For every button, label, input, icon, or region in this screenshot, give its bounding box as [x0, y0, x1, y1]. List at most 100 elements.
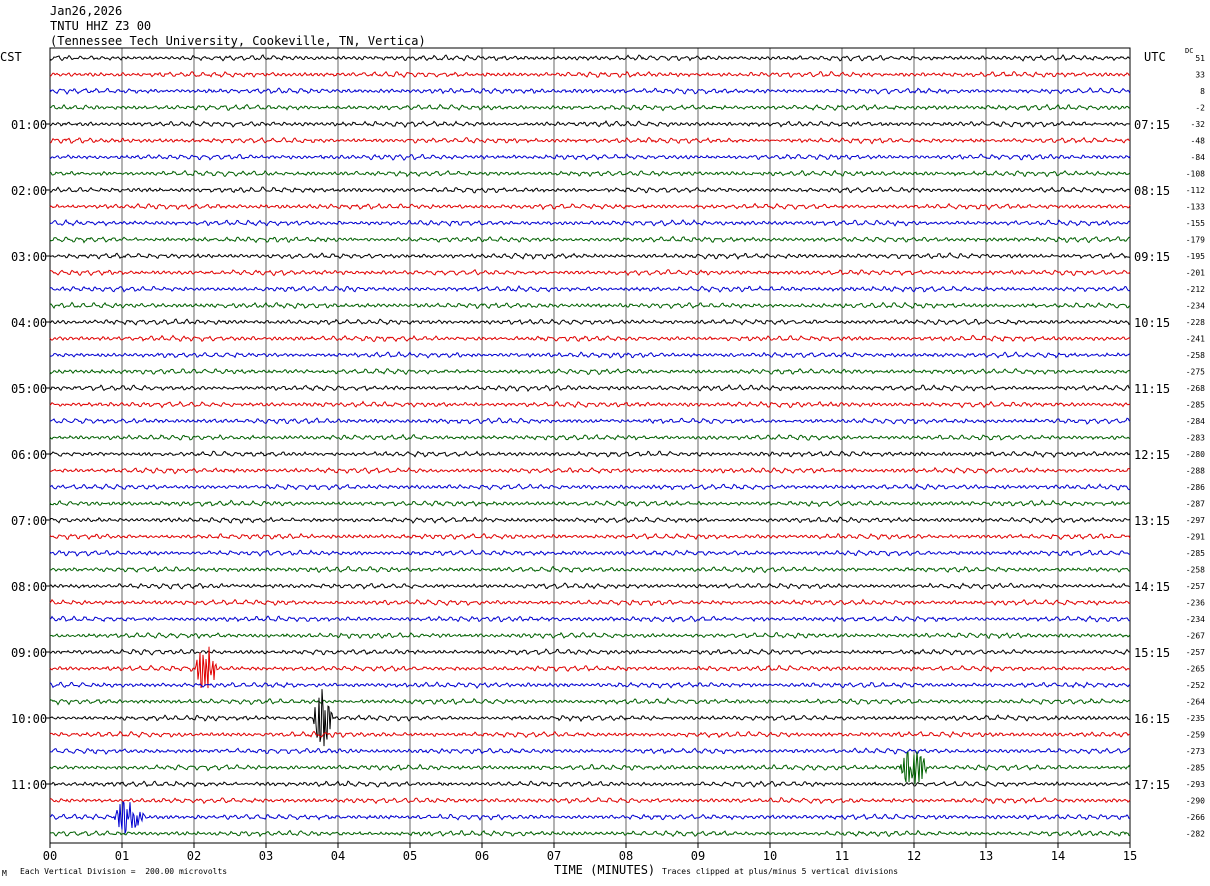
trace-line	[49, 801, 1131, 834]
dc-offset-label: -283	[1186, 434, 1205, 443]
trace-line	[49, 219, 1131, 227]
left-hour-label: 01:00	[11, 118, 47, 132]
dc-offset-label: -257	[1186, 648, 1205, 657]
trace-line	[50, 631, 1131, 640]
dc-offset-label: -257	[1186, 582, 1205, 591]
plot-frame	[49, 47, 1131, 844]
dc-offset-label: -201	[1186, 269, 1205, 278]
trace-line	[49, 54, 1131, 62]
x-tick-label: 07	[547, 849, 561, 863]
right-hour-label: 15:15	[1134, 646, 1170, 660]
trace-line	[49, 368, 1131, 376]
trace-line	[49, 483, 1131, 491]
station-code: TNTU HHZ Z3 00	[50, 19, 152, 33]
trace-line	[49, 384, 1131, 392]
dc-offset-label: 51	[1195, 54, 1205, 63]
left-hour-label: 08:00	[11, 580, 47, 594]
dc-offset-header: DC	[1185, 47, 1194, 55]
trace-line	[49, 284, 1131, 293]
dc-offset-label: -266	[1186, 813, 1205, 822]
trace-line	[49, 169, 1131, 178]
left-hour-label: 05:00	[11, 382, 47, 396]
right-hour-label: 16:15	[1134, 712, 1170, 726]
dc-offset-label: -290	[1186, 797, 1205, 806]
left-hour-label: 10:00	[11, 712, 47, 726]
dc-offset-label: -212	[1186, 285, 1205, 294]
dc-offset-label: 8	[1200, 87, 1205, 96]
right-timezone-label: UTC	[1144, 50, 1166, 64]
trace-line	[49, 829, 1131, 838]
trace-line	[49, 730, 1131, 739]
x-tick-label: 01	[115, 849, 129, 863]
dc-offset-label: -252	[1186, 681, 1205, 690]
dc-offset-label: -285	[1186, 764, 1205, 773]
dc-offset-label: -275	[1186, 368, 1205, 377]
dc-offset-label: -258	[1186, 566, 1205, 575]
trace-line	[49, 103, 1131, 112]
dc-offset-label: -265	[1186, 665, 1205, 674]
left-hour-label: 07:00	[11, 514, 47, 528]
x-tick-label: 15	[1123, 849, 1137, 863]
dc-offset-label: -285	[1186, 549, 1205, 558]
x-tick-label: 00	[43, 849, 57, 863]
dc-offset-label: -108	[1186, 170, 1205, 179]
dc-offset-label: -273	[1186, 747, 1205, 756]
trace-line	[49, 87, 1131, 95]
right-hour-label: 09:15	[1134, 250, 1170, 264]
dc-offset-label: -84	[1191, 153, 1206, 162]
trace-line	[49, 70, 1131, 79]
vertical-division-note: Each Vertical Division = 200.00 microvol…	[20, 867, 228, 876]
trace-line	[49, 136, 1131, 145]
trace-line	[49, 153, 1131, 161]
dc-offset-label: -234	[1186, 615, 1205, 624]
right-hour-label: 10:15	[1134, 316, 1170, 330]
trace-line	[49, 400, 1131, 409]
dc-offset-label: -2	[1195, 104, 1205, 113]
dc-offset-label: -235	[1186, 714, 1205, 723]
trace-line	[49, 318, 1131, 326]
dc-offset-label: -155	[1186, 219, 1205, 228]
dc-offset-label: -268	[1186, 384, 1205, 393]
x-tick-label: 14	[1051, 849, 1065, 863]
trace-line	[49, 186, 1131, 194]
trace-line	[49, 466, 1131, 475]
right-hour-label: 08:15	[1134, 184, 1170, 198]
trace-line	[49, 598, 1131, 607]
right-hour-label: 07:15	[1134, 118, 1170, 132]
dc-offset-label: -297	[1186, 516, 1205, 525]
left-hour-label: 09:00	[11, 646, 47, 660]
trace-line	[49, 516, 1131, 524]
trace-line	[49, 301, 1131, 310]
dc-offset-label: -236	[1186, 599, 1205, 608]
x-tick-label: 03	[259, 849, 273, 863]
trace-line	[49, 499, 1131, 508]
dc-offset-label: -179	[1186, 236, 1205, 245]
x-tick-label: 02	[187, 849, 201, 863]
right-hour-label: 11:15	[1134, 382, 1170, 396]
x-tick-label: 12	[907, 849, 921, 863]
dc-offset-label: -280	[1186, 450, 1205, 459]
right-hour-label: 13:15	[1134, 514, 1170, 528]
dc-offset-label: -32	[1191, 120, 1206, 129]
right-hour-label: 14:15	[1134, 580, 1170, 594]
trace-line	[49, 780, 1131, 788]
trace-line	[49, 549, 1131, 557]
dc-offset-label: -288	[1186, 467, 1205, 476]
trace-line	[49, 450, 1131, 458]
trace-line	[49, 565, 1131, 574]
x-tick-label: 06	[475, 849, 489, 863]
x-tick-label: 05	[403, 849, 417, 863]
trace-line	[49, 646, 1131, 689]
trace-line	[49, 334, 1131, 343]
dc-offset-label: -282	[1186, 830, 1205, 839]
trace-line	[49, 615, 1130, 623]
dc-offset-label: -112	[1186, 186, 1205, 195]
record-date: Jan26,2026	[50, 4, 123, 18]
x-tick-label: 11	[835, 849, 849, 863]
trace-line	[49, 582, 1131, 590]
dc-offset-label: -241	[1186, 335, 1205, 344]
trace-line	[49, 417, 1131, 425]
dc-offset-label: -267	[1186, 632, 1205, 641]
dc-offset-label: -48	[1191, 137, 1206, 146]
